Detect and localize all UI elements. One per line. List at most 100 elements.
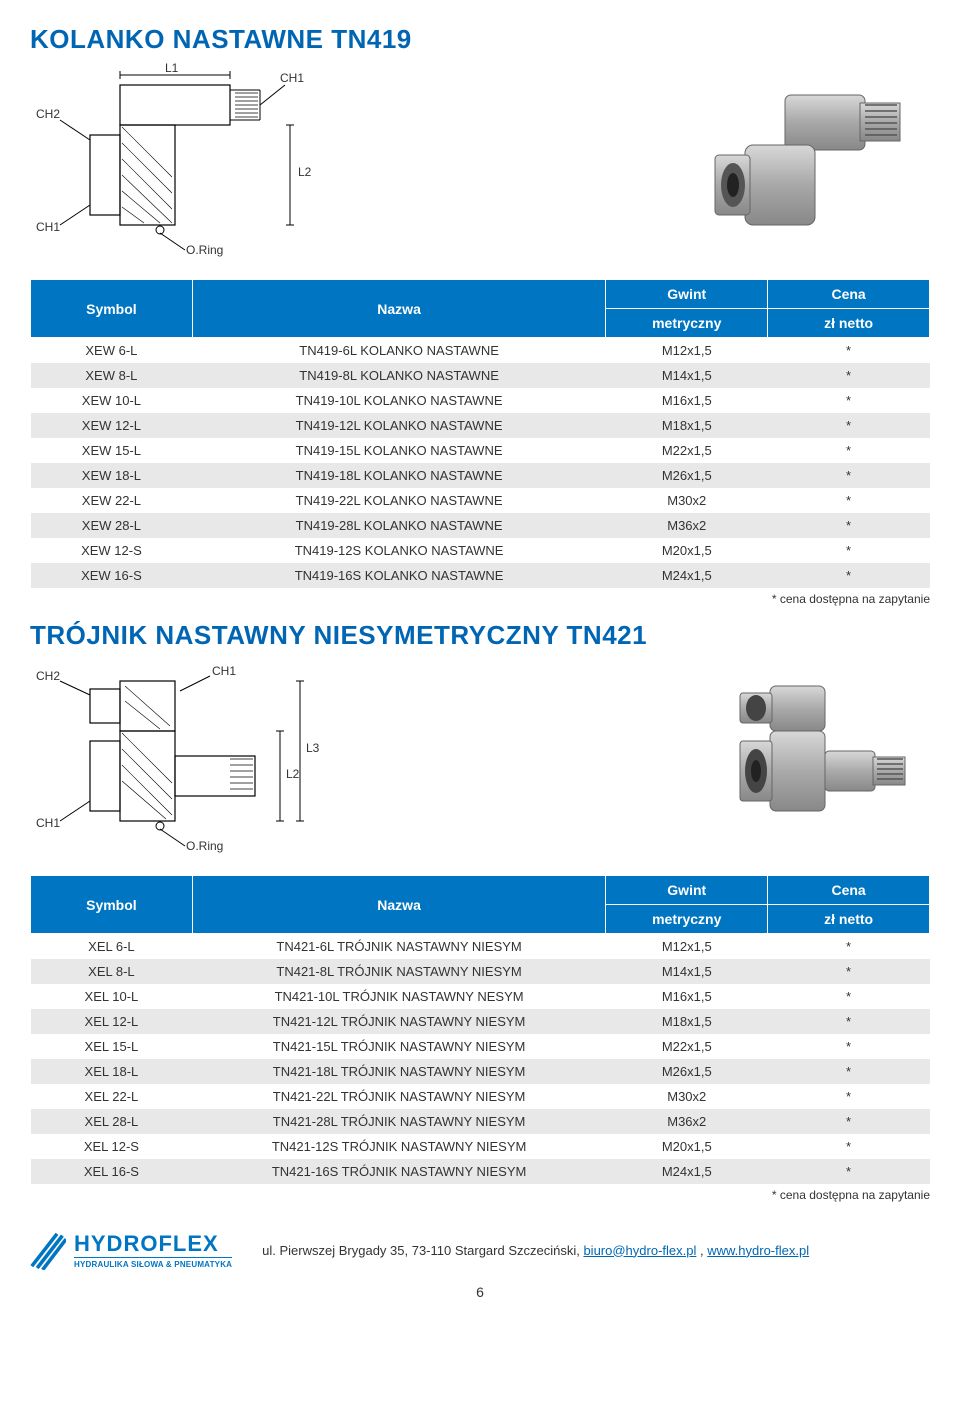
cell-name: TN421-15L TRÓJNIK NASTAWNY NIESYM (192, 1034, 606, 1059)
cell-symbol: XEL 12-L (31, 1009, 193, 1034)
table-row: XEW 16-STN419-16S KOLANKO NASTAWNEM24x1,… (31, 563, 930, 588)
table-row: XEL 12-LTN421-12L TRÓJNIK NASTAWNY NIESY… (31, 1009, 930, 1034)
page-number: 6 (30, 1284, 930, 1300)
cell-name: TN421-28L TRÓJNIK NASTAWNY NIESYM (192, 1109, 606, 1134)
th-gwint: Gwint (606, 876, 768, 905)
th-symbol: Symbol (31, 876, 193, 934)
cell-symbol: XEL 8-L (31, 959, 193, 984)
cell-cena: * (768, 538, 930, 563)
cell-gwint: M30x2 (606, 488, 768, 513)
website-link[interactable]: www.hydro-flex.pl (707, 1243, 809, 1258)
cell-gwint: M12x1,5 (606, 338, 768, 364)
cell-name: TN421-12L TRÓJNIK NASTAWNY NIESYM (192, 1009, 606, 1034)
cell-cena: * (768, 959, 930, 984)
cell-gwint: M36x2 (606, 1109, 768, 1134)
cell-symbol: XEL 10-L (31, 984, 193, 1009)
cell-cena: * (768, 1134, 930, 1159)
cell-symbol: XEL 12-S (31, 1134, 193, 1159)
cell-name: TN419-6L KOLANKO NASTAWNE (192, 338, 606, 364)
cell-name: TN421-10L TRÓJNIK NASTAWNY NESYM (192, 984, 606, 1009)
cell-symbol: XEW 6-L (31, 338, 193, 364)
th-nazwa: Nazwa (192, 280, 606, 338)
cell-symbol: XEW 22-L (31, 488, 193, 513)
table-row: XEL 15-LTN421-15L TRÓJNIK NASTAWNY NIESY… (31, 1034, 930, 1059)
cell-symbol: XEW 28-L (31, 513, 193, 538)
th-cena: Cena (768, 280, 930, 309)
logo-main-text: HYDROFLEX (74, 1231, 232, 1257)
cell-name: TN419-22L KOLANKO NASTAWNE (192, 488, 606, 513)
footnote-2: * cena dostępna na zapytanie (30, 1188, 930, 1202)
cell-name: TN421-12S TRÓJNIK NASTAWNY NIESYM (192, 1134, 606, 1159)
product-table-2: Symbol Nazwa Gwint Cena metryczny zł net… (30, 875, 930, 1184)
cell-symbol: XEL 22-L (31, 1084, 193, 1109)
table-row: XEW 12-LTN419-12L KOLANKO NASTAWNEM18x1,… (31, 413, 930, 438)
cell-symbol: XEL 15-L (31, 1034, 193, 1059)
section-title-1: KOLANKO NASTAWNE TN419 (30, 24, 930, 55)
product-photo-2 (670, 661, 930, 861)
cell-symbol: XEL 16-S (31, 1159, 193, 1184)
cell-cena: * (768, 563, 930, 588)
label-ch1-left: CH1 (36, 220, 60, 234)
cell-symbol: XEW 12-S (31, 538, 193, 563)
cell-name: TN419-15L KOLANKO NASTAWNE (192, 438, 606, 463)
label2-oring: O.Ring (186, 839, 223, 853)
product-table-1: Symbol Nazwa Gwint Cena metryczny zł net… (30, 279, 930, 588)
cell-gwint: M26x1,5 (606, 463, 768, 488)
table-row: XEL 28-LTN421-28L TRÓJNIK NASTAWNY NIESY… (31, 1109, 930, 1134)
label-ch1-top: CH1 (280, 71, 304, 85)
page-footer: HYDROFLEX HYDRAULIKA SIŁOWA & PNEUMATYKA… (30, 1222, 930, 1278)
cell-cena: * (768, 1034, 930, 1059)
cell-symbol: XEL 28-L (31, 1109, 193, 1134)
cell-cena: * (768, 1059, 930, 1084)
th-cena-sub: zł netto (768, 309, 930, 338)
cell-name: TN421-18L TRÓJNIK NASTAWNY NIESYM (192, 1059, 606, 1084)
figure-row-2: L2 L3 CH1 CH2 CH1 O.Ring (30, 661, 930, 861)
cell-cena: * (768, 338, 930, 364)
cell-name: TN421-22L TRÓJNIK NASTAWNY NIESYM (192, 1084, 606, 1109)
cell-cena: * (768, 934, 930, 960)
table-row: XEW 6-LTN419-6L KOLANKO NASTAWNEM12x1,5* (31, 338, 930, 364)
cell-cena: * (768, 1084, 930, 1109)
footnote-1: * cena dostępna na zapytanie (30, 592, 930, 606)
cell-gwint: M16x1,5 (606, 388, 768, 413)
cell-gwint: M26x1,5 (606, 1059, 768, 1084)
label-ch2: CH2 (36, 107, 60, 121)
table-row: XEL 6-LTN421-6L TRÓJNIK NASTAWNY NIESYMM… (31, 934, 930, 960)
cell-symbol: XEW 10-L (31, 388, 193, 413)
table-row: XEW 28-LTN419-28L KOLANKO NASTAWNEM36x2* (31, 513, 930, 538)
table-row: XEW 8-LTN419-8L KOLANKO NASTAWNEM14x1,5* (31, 363, 930, 388)
cell-symbol: XEW 16-S (31, 563, 193, 588)
th-gwint: Gwint (606, 280, 768, 309)
cell-cena: * (768, 1009, 930, 1034)
cell-name: TN419-8L KOLANKO NASTAWNE (192, 363, 606, 388)
cell-name: TN421-8L TRÓJNIK NASTAWNY NIESYM (192, 959, 606, 984)
cell-cena: * (768, 984, 930, 1009)
cell-gwint: M22x1,5 (606, 1034, 768, 1059)
label-l2: L2 (298, 165, 311, 179)
email-link[interactable]: biuro@hydro-flex.pl (583, 1243, 696, 1258)
cell-name: TN419-18L KOLANKO NASTAWNE (192, 463, 606, 488)
logo-sub-text: HYDRAULIKA SIŁOWA & PNEUMATYKA (74, 1257, 232, 1269)
logo-block: HYDROFLEX HYDRAULIKA SIŁOWA & PNEUMATYKA (30, 1230, 232, 1270)
product-photo-1 (670, 65, 930, 265)
cell-gwint: M36x2 (606, 513, 768, 538)
cell-gwint: M30x2 (606, 1084, 768, 1109)
cell-symbol: XEW 12-L (31, 413, 193, 438)
label2-l2: L2 (286, 767, 299, 781)
table-row: XEL 18-LTN421-18L TRÓJNIK NASTAWNY NIESY… (31, 1059, 930, 1084)
table-row: XEL 8-LTN421-8L TRÓJNIK NASTAWNY NIESYMM… (31, 959, 930, 984)
label-l1: L1 (165, 61, 178, 75)
cell-gwint: M12x1,5 (606, 934, 768, 960)
th-cena-sub: zł netto (768, 905, 930, 934)
technical-drawing-1: L1 L2 CH1 CH2 CH1 O.Ring (30, 65, 360, 265)
cell-cena: * (768, 463, 930, 488)
cell-gwint: M20x1,5 (606, 1134, 768, 1159)
cell-name: TN421-6L TRÓJNIK NASTAWNY NIESYM (192, 934, 606, 960)
cell-gwint: M20x1,5 (606, 538, 768, 563)
label2-l3: L3 (306, 741, 319, 755)
cell-cena: * (768, 1159, 930, 1184)
cell-symbol: XEL 6-L (31, 934, 193, 960)
cell-cena: * (768, 438, 930, 463)
cell-name: TN419-28L KOLANKO NASTAWNE (192, 513, 606, 538)
address-prefix: ul. Pierwszej Brygady 35, 73-110 Stargar… (262, 1243, 583, 1258)
